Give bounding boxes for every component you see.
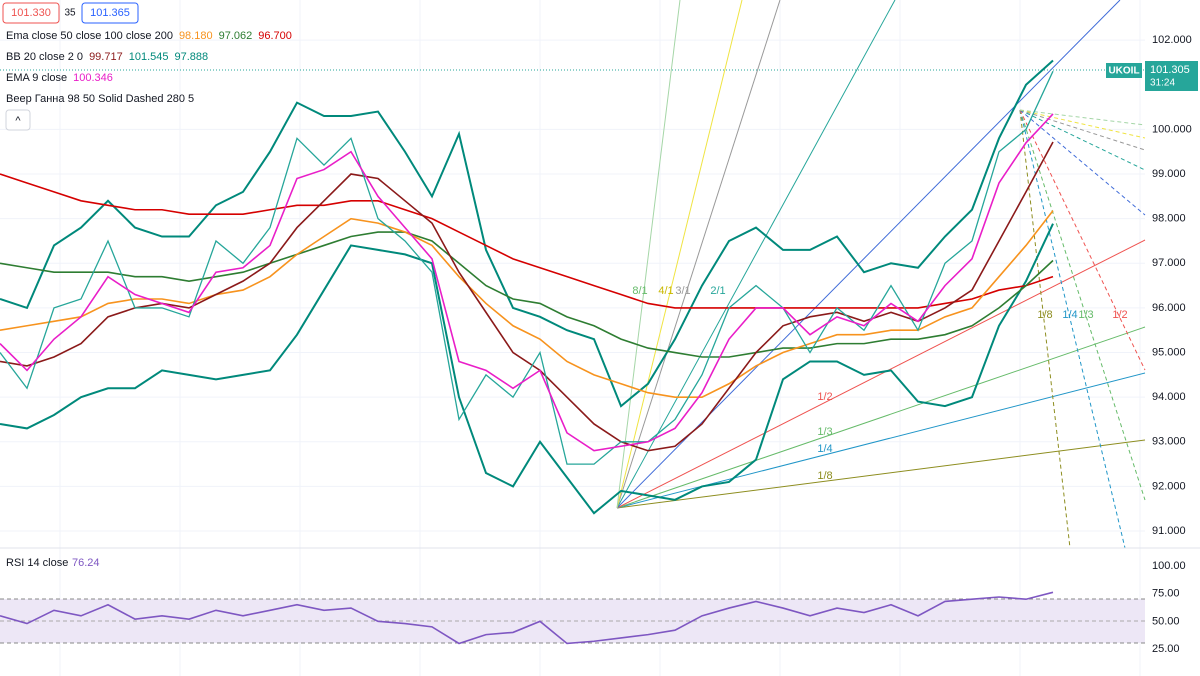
series-line — [0, 113, 1054, 452]
indicator-reading: 97.888 — [174, 51, 208, 63]
y-tick-label: 50.00 — [1152, 615, 1180, 627]
y-tick-label: 75.00 — [1152, 588, 1180, 600]
spread: 35 — [64, 8, 76, 19]
series-line — [0, 231, 1054, 358]
indicator-reading: 96.700 — [258, 30, 292, 42]
y-tick-label: 94.000 — [1152, 391, 1186, 403]
y-tick-label: 25.00 — [1152, 643, 1180, 655]
countdown: 31:24 — [1150, 78, 1175, 89]
bid-box[interactable] — [2, 2, 60, 24]
indicator-value: 76.24 — [72, 557, 100, 569]
fan-label: 1/8 — [1037, 309, 1052, 321]
y-tick-label: 93.000 — [1152, 436, 1186, 448]
indicator-reading: 101.545 — [129, 51, 169, 63]
series-line — [0, 223, 1054, 515]
fan-label: 1/3 — [817, 426, 832, 438]
y-tick-label: 96.000 — [1152, 302, 1186, 314]
y-tick-label: 99.000 — [1152, 168, 1186, 180]
y-tick-label: 100.000 — [1152, 123, 1192, 135]
fan-label: 1/2 — [1112, 309, 1127, 321]
collapse-icon[interactable]: ^ — [15, 115, 21, 127]
symbol-tag — [1106, 63, 1142, 78]
gann-fan — [616, 0, 1146, 549]
ask[interactable]: 101.365 — [90, 7, 130, 19]
bid[interactable]: 101.330 — [11, 7, 51, 19]
series-line — [0, 141, 1054, 452]
fan-label: 1/2 — [817, 391, 832, 403]
indicator-title: RSI 14 close — [6, 557, 68, 569]
y-tick-label: 100.00 — [1152, 560, 1186, 572]
last-price: 101.305 — [1150, 64, 1190, 76]
series-line — [0, 70, 1054, 465]
price-tag — [1145, 61, 1198, 91]
y-tick-label: 95.000 — [1152, 346, 1186, 358]
fan-label: 1/8 — [817, 470, 832, 482]
y-tick-label: 98.000 — [1152, 213, 1186, 225]
indicator-label[interactable]: Веер Ганна 98 50 Solid Dashed 280 5 — [6, 93, 194, 105]
indicator-reading: 99.717 — [89, 51, 123, 63]
fan-label: 3/1 — [675, 285, 690, 297]
series-line — [0, 591, 1054, 645]
fan-label: 1/3 — [1078, 309, 1093, 321]
indicator-reading: 100.346 — [73, 72, 113, 84]
y-tick-label: 97.000 — [1152, 257, 1186, 269]
y-tick-label: 92.000 — [1152, 480, 1186, 492]
indicator-label[interactable]: EMA 9 close — [6, 72, 67, 84]
ask-box[interactable] — [81, 2, 139, 24]
series-line — [0, 210, 1054, 398]
fan-label: 1/4 — [1062, 309, 1077, 321]
fan-label: 8/1 — [632, 285, 647, 297]
collapse-button[interactable] — [5, 109, 31, 131]
indicator-label[interactable]: Ema close 50 close 100 close 200 — [6, 30, 173, 42]
indicator-reading: 98.180 — [179, 30, 213, 42]
fan-label: 2/1 — [710, 285, 725, 297]
indicator-label[interactable]: BB 20 close 2 0 — [6, 51, 83, 63]
fan-label: 1/4 — [817, 443, 832, 455]
y-tick-label: 102.000 — [1152, 34, 1192, 46]
series-line — [0, 59, 1054, 408]
y-tick-label: 91.000 — [1152, 525, 1186, 537]
symbol: UKOIL — [1108, 66, 1139, 77]
indicator-reading: 97.062 — [219, 30, 253, 42]
fan-label: 4/1 — [658, 285, 673, 297]
